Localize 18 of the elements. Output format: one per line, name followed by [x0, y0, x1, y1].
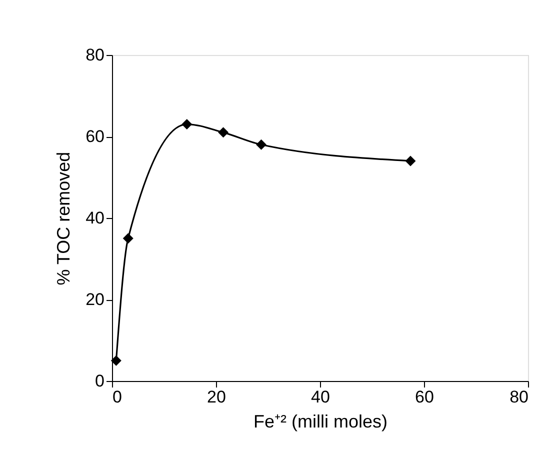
- x-tick-label: 0: [112, 388, 122, 406]
- y-tick-label: 60: [86, 127, 104, 146]
- x-tick-label: 80: [510, 388, 528, 406]
- x-tick-label: 60: [415, 388, 434, 406]
- point: [110, 355, 122, 366]
- point: [122, 233, 134, 244]
- point: [405, 156, 416, 166]
- point: [218, 127, 229, 138]
- y-tick-label: 40: [86, 208, 104, 228]
- x-axis-title: Fe⁺² (milli moles): [254, 412, 388, 432]
- point: [182, 119, 192, 130]
- x-tick-label: 20: [207, 388, 226, 406]
- y-axis-title: % TOC removed: [54, 152, 74, 286]
- y-tick-label: 0: [95, 372, 104, 390]
- point: [256, 139, 266, 150]
- y-tick-label: 20: [86, 290, 104, 309]
- y-tick-label: 80: [86, 46, 104, 64]
- x-tick-label: 40: [311, 388, 330, 406]
